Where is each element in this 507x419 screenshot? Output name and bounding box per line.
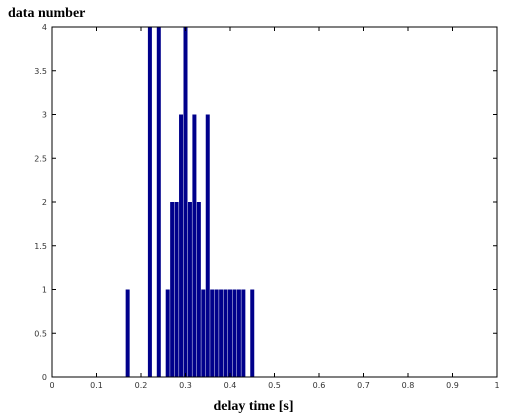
y-tick-label: 0.5 [34,329,47,338]
y-tick-label: 0 [42,373,47,382]
x-tick-label: 0.7 [357,381,370,390]
bar [174,202,179,377]
bar [165,289,170,377]
x-tick-label: 0.5 [268,381,281,390]
x-axis-label: delay time [s] [213,399,294,414]
x-tick-label: 0.4 [224,381,237,390]
x-tick-label: 0.6 [313,381,326,390]
x-tick-label: 0 [49,381,54,390]
bar [201,289,206,377]
x-tick-label: 0.9 [446,381,459,390]
bar [232,289,237,377]
x-tick-label: 0.2 [135,381,148,390]
bar [179,114,184,377]
bar [170,202,175,377]
x-tick-label: 1 [494,381,499,390]
bar [187,202,192,377]
x-tick-label: 0.3 [179,381,192,390]
bar [223,289,228,377]
bar [241,289,246,377]
y-tick-label: 4 [42,23,47,32]
y-tick-label: 2.5 [34,154,47,163]
y-tick-label: 2 [42,198,47,207]
x-tick-label: 0.1 [90,381,103,390]
axes-group: 0 0.1 0.2 0.3 0.4 0.5 0.6 0.7 0.8 0.9 1 0 0.5 1 1.5 2 2.… [34,23,499,390]
plot-area-background [52,27,497,377]
bar [205,114,210,377]
bar [156,27,161,377]
bar [250,289,255,377]
bar [210,289,215,377]
bar [147,27,152,377]
bars-group [125,27,255,377]
y-axis-label: data number [8,6,86,21]
bar [192,114,197,377]
y-tick-label: 1 [42,286,47,295]
y-tick-label: 1.5 [34,242,47,251]
bar [236,289,241,377]
bar [219,289,224,377]
bar [196,202,201,377]
bar [228,289,232,377]
y-tick-label: 3 [42,111,47,120]
bar [183,27,188,377]
plot-area-frame [51,26,498,378]
bar [125,289,130,377]
bar [214,289,219,377]
y-tick-label: 3.5 [34,67,47,76]
x-tick-label: 0.8 [402,381,415,390]
